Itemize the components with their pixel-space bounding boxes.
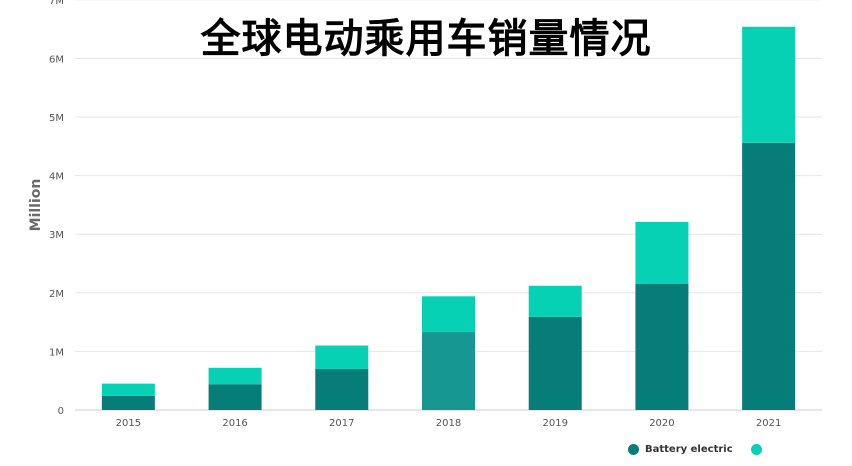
x-tick-label: 2018 <box>436 418 461 429</box>
legend-label-battery-electric: Battery electric <box>645 443 733 455</box>
bar-segment-2019-battery-electric <box>528 316 582 410</box>
chart-title: 全球电动乘用车销量情况 <box>200 16 652 62</box>
y-axis-label: Million <box>28 178 44 232</box>
x-tick-label: 2020 <box>649 418 674 429</box>
y-tick-label: 3M <box>49 230 64 241</box>
y-tick-label: 0 <box>58 406 64 417</box>
x-tick-label: 2021 <box>756 418 781 429</box>
bar-segment-2021-second-series <box>742 26 796 143</box>
bar-segment-2020-battery-electric <box>635 284 689 410</box>
y-tick-label: 4M <box>49 172 64 183</box>
bar-segment-2018-battery-electric <box>422 332 475 410</box>
y-tick-label: 6M <box>49 54 64 65</box>
y-tick-label: 1M <box>49 347 64 358</box>
bar-segment-2018-second-series <box>422 296 475 333</box>
y-tick-label: 7M <box>49 0 64 7</box>
x-tick-label: 2019 <box>542 418 567 429</box>
x-tick-label: 2016 <box>222 418 247 429</box>
bar-segment-2019-second-series <box>528 285 582 317</box>
legend-swatch-battery-electric <box>628 443 639 455</box>
y-tick-label: 2M <box>49 289 64 300</box>
legend: Battery electric <box>628 440 780 458</box>
x-tick-label: 2015 <box>116 418 141 429</box>
x-tick-label: 2017 <box>329 418 354 429</box>
bar-segment-2016-battery-electric <box>208 384 262 410</box>
bar-segment-2017-second-series <box>315 345 369 369</box>
bar-segment-2015-battery-electric <box>101 395 155 410</box>
bar-segment-2017-battery-electric <box>315 368 369 410</box>
bar-segment-2021-battery-electric <box>742 142 796 410</box>
y-tick-label: 5M <box>49 113 64 124</box>
bar-segment-2015-second-series <box>101 383 155 396</box>
bar-segment-2016-second-series <box>208 367 262 385</box>
bar-segment-2020-second-series <box>635 221 689 285</box>
legend-swatch-second-series <box>750 443 762 455</box>
